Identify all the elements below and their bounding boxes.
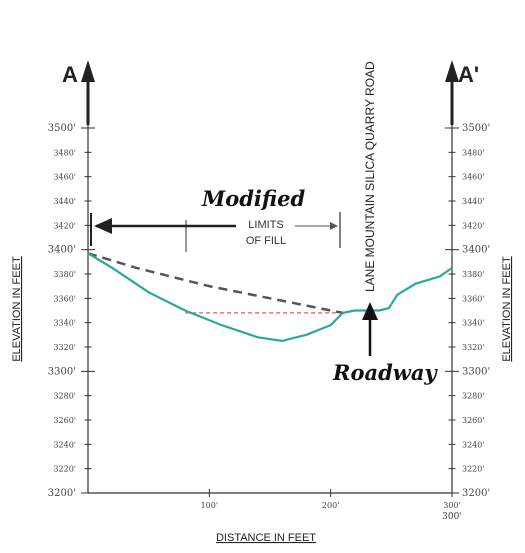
right-tick-label: 3480': [462, 148, 485, 157]
section-label-a: A: [62, 62, 78, 87]
limits-label-line2: OF FILL: [246, 235, 286, 247]
left-tick-label: 3340': [53, 319, 76, 328]
section-label-a-prime: A': [458, 62, 479, 87]
left-tick-label: 3400': [48, 245, 76, 256]
left-tick-label: 3420': [53, 221, 76, 230]
right-tick-label: 3420': [462, 221, 485, 230]
roadway-handwritten-label: Roadway: [332, 360, 438, 385]
left-tick-label: 3480': [53, 148, 76, 157]
left-tick-label: 3460': [53, 173, 76, 182]
left-tick-label: 3200': [48, 488, 76, 499]
right-tick-label: 3300': [462, 366, 490, 377]
left-axis-title: ELEVATION IN FEET: [11, 256, 23, 362]
left-tick-label: 3260': [53, 416, 76, 425]
left-tick-label: 3220': [53, 465, 76, 474]
section-marker-right: A': [445, 60, 479, 125]
road-label: LANE MOUNTAIN SILICA QUARRY ROAD: [363, 61, 377, 292]
x-end-label: 300': [442, 512, 462, 522]
right-tick-label: 3400': [462, 245, 490, 256]
right-tick-label: 3260': [462, 416, 485, 425]
x-tick-label: 100': [201, 501, 218, 510]
x-tick-label: 300': [443, 501, 460, 510]
limits-of-fill-annotation: LIMITS OF FILL Modified: [90, 186, 338, 252]
roadway-annotation: Roadway: [332, 302, 438, 385]
x-tick-label: 200': [322, 501, 339, 510]
modified-fill-line: [87, 252, 344, 315]
right-tick-label: 3240': [462, 440, 485, 449]
right-tick-label: 3200': [462, 488, 490, 499]
right-tick-label: 3280': [462, 392, 485, 401]
arrow-up-icon: [362, 302, 378, 320]
right-axis-ticks: 3500' 3480' 3460' 3440' 3420' 3400' 3380' 3360'…: [445, 123, 490, 499]
right-tick-label: 3460': [462, 173, 485, 182]
right-tick-label: 3360': [462, 294, 485, 303]
right-tick-label: 3320': [462, 343, 485, 352]
section-marker-left: A: [62, 60, 95, 125]
right-tick-label: 3380': [462, 270, 485, 279]
arrow-up-icon: [445, 60, 459, 82]
right-tick-label: 3340': [462, 319, 485, 328]
ground-profile-line: [87, 252, 453, 343]
left-tick-label: 3240': [53, 440, 76, 449]
right-tick-label: 3440': [462, 197, 485, 206]
arrow-right-icon: [330, 222, 338, 230]
left-tick-label: 3360': [53, 294, 76, 303]
modified-handwritten-label: Modified: [201, 186, 306, 211]
arrow-up-icon: [81, 60, 95, 82]
left-tick-label: 3280': [53, 392, 76, 401]
right-axis-title: ELEVATION IN FEET: [501, 256, 513, 362]
x-axis-title: DISTANCE IN FEET: [216, 532, 316, 544]
left-tick-label: 3300': [48, 366, 76, 377]
arrow-left-icon: [94, 218, 112, 234]
left-tick-label: 3440': [53, 197, 76, 206]
left-tick-label: 3320': [53, 343, 76, 352]
left-tick-label: 3380': [53, 270, 76, 279]
left-axis-ticks: 3500' 3480' 3460' 3440' 3420' 3400' 3380' 3360'…: [48, 123, 95, 499]
bottom-axis-ticks: 100' 200' 300': [201, 489, 461, 510]
right-tick-label: 3500': [462, 123, 490, 134]
right-tick-label: 3220': [462, 465, 485, 474]
limits-label-line1: LIMITS: [248, 219, 283, 231]
left-tick-label: 3500': [48, 123, 76, 134]
